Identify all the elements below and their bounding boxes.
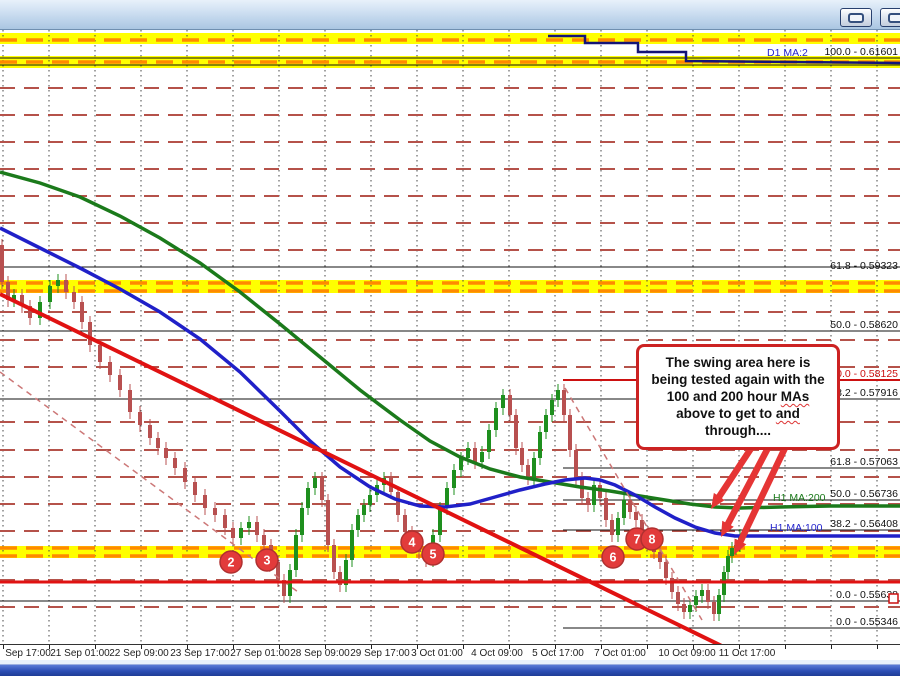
svg-text:38.2 - 0.56408: 38.2 - 0.56408 xyxy=(830,518,898,530)
time-axis-label: 21 Sep 01:00 xyxy=(50,648,110,659)
svg-text:50.0 - 0.56736: 50.0 - 0.56736 xyxy=(830,488,898,500)
price-level-labels: D1 MA:2 H1 MA:200 H1 MA:100 100.0 - 0.61601… xyxy=(767,46,899,628)
axis-tick xyxy=(325,645,326,649)
dashed-level-lines xyxy=(0,38,900,608)
axis-tick xyxy=(601,645,602,649)
annotation-line: above to get to and xyxy=(676,406,800,421)
annotation-box[interactable]: The swing area here is being tested agai… xyxy=(636,344,840,450)
svg-text:6: 6 xyxy=(610,551,617,565)
axis-tick xyxy=(141,645,142,649)
svg-text:5: 5 xyxy=(430,548,437,562)
chart-area[interactable]: D1 MA:2 H1 MA:200 H1 MA:100 100.0 - 0.61601… xyxy=(0,30,900,644)
svg-text:7: 7 xyxy=(634,533,641,547)
statusbar-strip xyxy=(0,660,900,664)
svg-text:H1 MA:100: H1 MA:100 xyxy=(770,522,823,534)
axis-tick xyxy=(739,645,740,649)
axis-tick xyxy=(877,645,878,649)
overlay-lines[interactable] xyxy=(0,34,900,644)
svg-text:0.0 - 0.55638: 0.0 - 0.55638 xyxy=(836,589,898,601)
annotation-line: 100 and 200 hour MAs xyxy=(666,389,810,404)
svg-text:61.8 - 0.57063: 61.8 - 0.57063 xyxy=(830,456,898,468)
time-axis-label: Sep 17:00 xyxy=(5,648,51,659)
time-axis-label: 23 Sep 17:00 xyxy=(170,648,230,659)
time-axis-label: 11 Oct 17:00 xyxy=(718,648,776,659)
bottom-bar xyxy=(0,664,900,676)
axis-tick xyxy=(279,645,280,649)
axis-tick xyxy=(3,645,4,649)
channel-dashed xyxy=(0,371,299,593)
swing-number-markers[interactable]: 2 3 45 6 7 8 xyxy=(219,527,664,574)
axis-tick xyxy=(49,645,50,649)
axis-tick xyxy=(647,645,648,649)
axis-tick xyxy=(233,645,234,649)
svg-text:100.0 - 0.61601: 100.0 - 0.61601 xyxy=(824,46,898,58)
restore-button[interactable] xyxy=(880,8,900,27)
price-chart-canvas[interactable]: D1 MA:2 H1 MA:200 H1 MA:100 100.0 - 0.61601… xyxy=(0,30,900,644)
axis-tick xyxy=(463,645,464,649)
time-axis-label: 4 Oct 09:00 xyxy=(471,648,523,659)
time-axis-label: 7 Oct 01:00 xyxy=(594,648,646,659)
time-axis-label: 29 Sep 17:00 xyxy=(350,648,410,659)
svg-text:D1 MA:2: D1 MA:2 xyxy=(767,47,808,59)
svg-text:100.0 - 0.58125: 100.0 - 0.58125 xyxy=(824,368,898,380)
fibonacci-level-lines[interactable] xyxy=(0,57,900,629)
svg-text:2: 2 xyxy=(228,556,235,570)
pointer-arrows[interactable] xyxy=(711,445,788,555)
annotation-line: through.... xyxy=(705,423,771,438)
axis-tick xyxy=(555,645,556,649)
svg-text:H1 MA:200: H1 MA:200 xyxy=(773,492,826,504)
axis-tick xyxy=(187,645,188,649)
axis-tick xyxy=(95,645,96,649)
H1 MA:100 xyxy=(0,226,900,538)
svg-text:50.0 - 0.58620: 50.0 - 0.58620 xyxy=(830,319,898,331)
annotation-line: being tested again with the xyxy=(651,372,825,387)
restore-icon xyxy=(888,12,900,23)
H1 MA:200 xyxy=(0,170,900,510)
downtrend-line xyxy=(0,292,723,644)
axis-tick xyxy=(509,645,510,649)
minimize-icon xyxy=(848,12,864,23)
axis-tick xyxy=(371,645,372,649)
time-axis-label: 27 Sep 01:00 xyxy=(230,648,290,659)
window-titlebar[interactable] xyxy=(0,0,900,30)
time-axis-label: 5 Oct 17:00 xyxy=(532,648,584,659)
time-axis-label: 3 Oct 01:00 xyxy=(411,648,463,659)
time-axis-label: 10 Oct 09:00 xyxy=(658,648,716,659)
annotation-line: The swing area here is xyxy=(665,355,811,370)
axis-tick xyxy=(417,645,418,649)
svg-text:4: 4 xyxy=(409,536,416,550)
svg-text:8: 8 xyxy=(649,533,656,547)
axis-tick xyxy=(785,645,786,649)
svg-text:38.2 - 0.57916: 38.2 - 0.57916 xyxy=(830,387,898,399)
current-price-marker xyxy=(888,593,899,604)
time-axis-label: 22 Sep 09:00 xyxy=(109,648,169,659)
svg-text:3: 3 xyxy=(264,554,271,568)
swing-area-highlights xyxy=(0,33,900,558)
time-axis[interactable]: Sep 17:00 21 Sep 01:00 22 Sep 09:00 23 Sep … xyxy=(0,644,900,660)
time-axis-label: 28 Sep 09:00 xyxy=(290,648,350,659)
svg-text:61.8 - 0.59323: 61.8 - 0.59323 xyxy=(830,260,898,272)
minimize-button[interactable] xyxy=(840,8,872,27)
D1 MA xyxy=(548,34,900,65)
axis-tick xyxy=(693,645,694,649)
axis-tick xyxy=(831,645,832,649)
svg-text:0.0 - 0.55346: 0.0 - 0.55346 xyxy=(836,616,898,628)
